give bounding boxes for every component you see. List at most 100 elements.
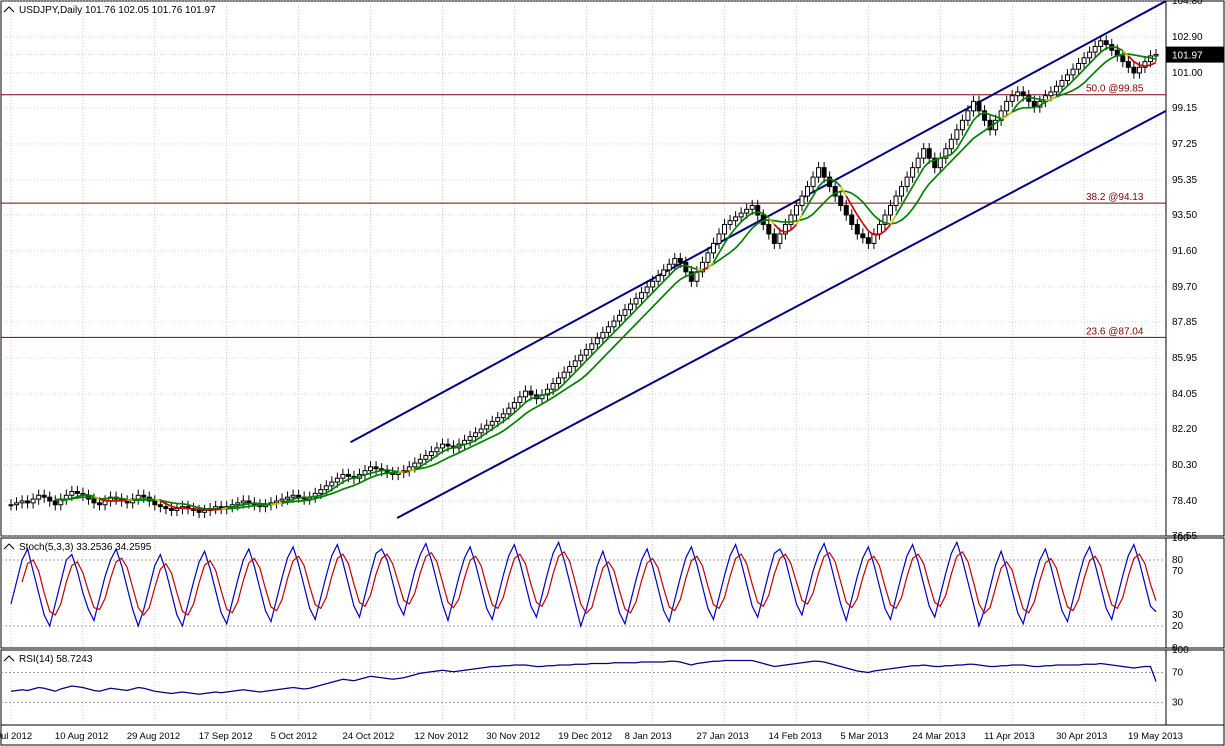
candle[interactable] xyxy=(1088,52,1092,58)
candle[interactable] xyxy=(656,276,660,282)
collapse-icon[interactable] xyxy=(4,544,14,549)
candle[interactable] xyxy=(319,490,323,494)
candle[interactable] xyxy=(778,234,782,243)
candle[interactable] xyxy=(723,224,727,233)
candle[interactable] xyxy=(31,499,35,503)
candle[interactable] xyxy=(98,503,102,505)
candle[interactable] xyxy=(595,338,599,344)
candle[interactable] xyxy=(822,168,826,177)
candle[interactable] xyxy=(48,497,52,501)
candle[interactable] xyxy=(739,213,743,217)
candle[interactable] xyxy=(612,321,616,327)
candle[interactable] xyxy=(1154,55,1158,56)
candle[interactable] xyxy=(369,467,373,471)
candle[interactable] xyxy=(374,467,378,469)
candle[interactable] xyxy=(1126,62,1130,68)
candle[interactable] xyxy=(584,349,588,355)
candle[interactable] xyxy=(429,452,433,456)
candle[interactable] xyxy=(861,234,865,238)
candle[interactable] xyxy=(297,495,301,497)
candle[interactable] xyxy=(9,505,13,506)
candle[interactable] xyxy=(745,209,749,213)
candle[interactable] xyxy=(1093,46,1097,52)
candle[interactable] xyxy=(507,408,511,414)
candle[interactable] xyxy=(523,391,527,397)
candle[interactable] xyxy=(286,497,290,499)
candle[interactable] xyxy=(806,187,810,196)
candle[interactable] xyxy=(324,486,328,490)
candle[interactable] xyxy=(1082,58,1086,64)
candle[interactable] xyxy=(446,444,450,446)
candle[interactable] xyxy=(164,507,168,509)
candle[interactable] xyxy=(888,206,892,215)
candle[interactable] xyxy=(772,234,776,243)
candle[interactable] xyxy=(949,139,953,148)
candle[interactable] xyxy=(844,206,848,215)
candle[interactable] xyxy=(662,270,666,276)
candle[interactable] xyxy=(241,501,245,503)
collapse-icon[interactable] xyxy=(4,7,14,12)
candle[interactable] xyxy=(512,402,516,408)
candle[interactable] xyxy=(971,101,975,110)
candle[interactable] xyxy=(573,361,577,367)
candle[interactable] xyxy=(291,495,295,497)
candle[interactable] xyxy=(1060,81,1064,87)
channel-lower[interactable] xyxy=(397,111,1166,518)
candle[interactable] xyxy=(855,224,859,233)
candle[interactable] xyxy=(1016,92,1020,96)
candle[interactable] xyxy=(496,418,500,422)
candle[interactable] xyxy=(1054,86,1058,92)
candle[interactable] xyxy=(828,177,832,186)
candle[interactable] xyxy=(468,437,472,441)
candle[interactable] xyxy=(617,315,621,321)
candle[interactable] xyxy=(568,367,572,373)
candle[interactable] xyxy=(789,215,793,224)
candle[interactable] xyxy=(900,187,904,196)
candle[interactable] xyxy=(551,384,555,390)
candle[interactable] xyxy=(673,259,677,265)
candle[interactable] xyxy=(435,448,439,452)
candle[interactable] xyxy=(280,499,284,501)
candle[interactable] xyxy=(601,332,605,338)
candle[interactable] xyxy=(20,501,24,503)
candle[interactable] xyxy=(562,372,566,378)
candle[interactable] xyxy=(645,287,649,293)
candle[interactable] xyxy=(203,510,207,512)
candle[interactable] xyxy=(169,509,173,511)
candle[interactable] xyxy=(70,491,74,495)
candle[interactable] xyxy=(850,215,854,224)
candle[interactable] xyxy=(579,355,583,361)
candle[interactable] xyxy=(418,459,422,463)
candle[interactable] xyxy=(629,304,633,310)
candle[interactable] xyxy=(341,474,345,478)
candle[interactable] xyxy=(955,130,959,139)
candle[interactable] xyxy=(1065,75,1069,81)
candle[interactable] xyxy=(1099,41,1103,47)
candle[interactable] xyxy=(606,327,610,333)
candle[interactable] xyxy=(977,101,981,110)
candle[interactable] xyxy=(15,503,19,505)
candle[interactable] xyxy=(960,120,964,129)
candle[interactable] xyxy=(711,243,715,252)
candle[interactable] xyxy=(440,444,444,448)
candle[interactable] xyxy=(590,344,594,350)
candle[interactable] xyxy=(667,264,671,270)
candle[interactable] xyxy=(1121,56,1125,62)
candle[interactable] xyxy=(767,224,771,233)
candle[interactable] xyxy=(92,499,96,503)
candle[interactable] xyxy=(640,293,644,299)
candle[interactable] xyxy=(153,501,157,505)
candle[interactable] xyxy=(424,456,428,460)
candle[interactable] xyxy=(42,495,46,497)
candle[interactable] xyxy=(706,253,710,262)
candle[interactable] xyxy=(728,221,732,225)
candle[interactable] xyxy=(330,482,334,486)
candle[interactable] xyxy=(750,206,754,210)
candle[interactable] xyxy=(175,509,179,511)
candle[interactable] xyxy=(877,224,881,233)
candle[interactable] xyxy=(966,111,970,120)
candle[interactable] xyxy=(1104,41,1108,45)
candle[interactable] xyxy=(197,510,201,512)
candle[interactable] xyxy=(905,177,909,186)
candle[interactable] xyxy=(916,158,920,167)
